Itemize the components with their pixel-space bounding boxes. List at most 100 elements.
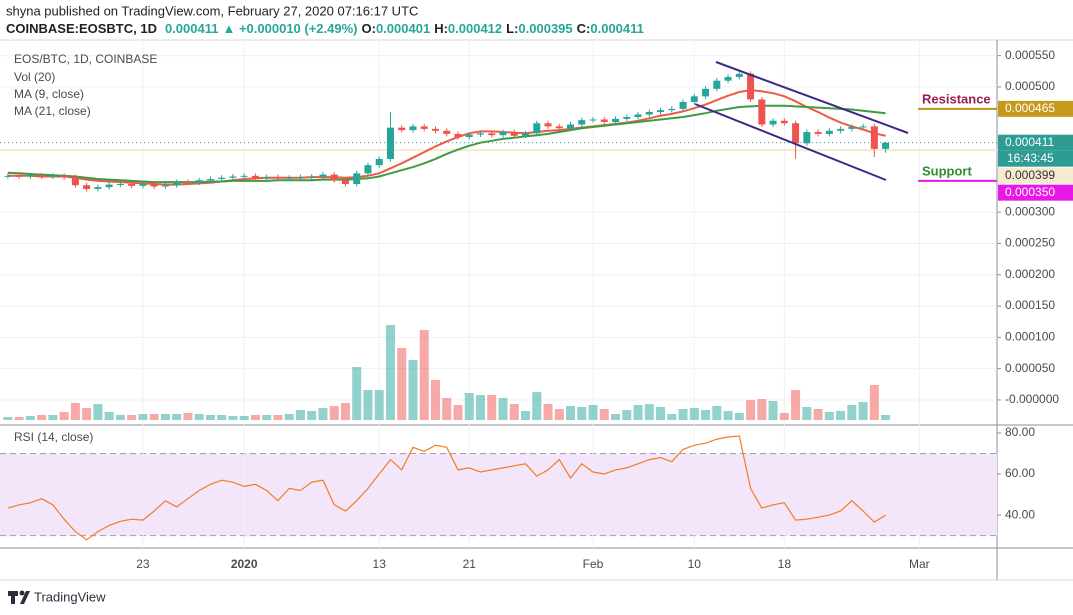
candle-body xyxy=(116,183,124,185)
candle-body xyxy=(386,127,394,159)
volume-bar xyxy=(228,416,238,420)
quote-line: COINBASE:EOSBTC, 1D 0.000411 ▲ +0.000010 (… xyxy=(6,21,644,36)
y-tick-label: 0.000200 xyxy=(1005,267,1055,281)
candle-body xyxy=(195,180,203,183)
candle-body xyxy=(623,117,631,119)
candle-body xyxy=(4,175,12,177)
x-tick-label: 23 xyxy=(136,557,150,571)
volume-bar xyxy=(59,412,69,420)
ma-legend: MA (21, close) xyxy=(14,104,91,118)
candle-body xyxy=(735,73,743,77)
ohlc-value: 0.000412 xyxy=(448,21,502,36)
volume-bar xyxy=(239,416,249,420)
volume-bar xyxy=(307,411,317,420)
volume-bar xyxy=(566,406,576,420)
volume-bar xyxy=(656,407,666,420)
ma-legend: MA (9, close) xyxy=(14,87,84,101)
candle-body xyxy=(330,174,338,181)
volume-bar xyxy=(802,407,812,420)
candle-body xyxy=(184,182,192,184)
byline: shyna published on TradingView.com, Febr… xyxy=(6,3,418,18)
volume-bar xyxy=(160,414,170,420)
volume-bar xyxy=(858,402,868,420)
volume-bar xyxy=(250,415,260,420)
volume-bar xyxy=(442,398,452,420)
level-label: Resistance xyxy=(922,91,991,106)
price-box-label: 0.000350 xyxy=(1005,185,1055,199)
x-tick-label: 18 xyxy=(778,557,792,571)
candle-body xyxy=(409,126,417,131)
volume-bar xyxy=(475,395,485,420)
candle-body xyxy=(375,158,383,166)
candle-body xyxy=(364,165,372,174)
volume-bar xyxy=(667,414,677,420)
volume-bar xyxy=(194,414,204,420)
volume-bar xyxy=(689,408,699,420)
candle-body xyxy=(353,173,361,184)
plot: 23 2020 13 21 Feb 10 18 Mar 0.000550 0.000500 0.00… xyxy=(0,40,1073,571)
candle-body xyxy=(465,134,473,138)
rsi-tick-label: 60.00 xyxy=(1005,466,1035,480)
y-tick-label: 0.000550 xyxy=(1005,48,1055,62)
candle-body xyxy=(49,175,57,177)
price-box-label: 0.000399 xyxy=(1005,168,1055,182)
ohlc-key: H: xyxy=(434,21,448,36)
last-price: 0.000411 xyxy=(165,21,219,36)
candle-body xyxy=(612,118,620,123)
volume-bar xyxy=(622,410,632,420)
candle-body xyxy=(398,127,406,131)
volume-bar xyxy=(295,410,305,420)
price-box xyxy=(998,100,1073,117)
volume-bar xyxy=(82,408,92,420)
x-tick-label: 13 xyxy=(373,557,387,571)
candle-body xyxy=(589,119,597,121)
volume-bar xyxy=(509,404,519,420)
candle-body xyxy=(15,175,23,177)
y-tick-label: 0.000300 xyxy=(1005,204,1055,218)
y-tick-label: 0.000050 xyxy=(1005,361,1055,375)
volume-bar xyxy=(217,415,227,420)
candle-body xyxy=(173,182,181,186)
candle-body xyxy=(544,123,552,127)
candle-body xyxy=(645,111,653,115)
candle-body xyxy=(139,183,147,186)
change: ▲ +0.000010 (+2.49%) xyxy=(222,21,357,36)
candle-body xyxy=(747,73,755,100)
rsi-line xyxy=(7,435,886,541)
volume-bar xyxy=(273,415,283,420)
volume-bar xyxy=(3,417,13,420)
volume-bar xyxy=(881,415,891,420)
volume-bar xyxy=(532,392,542,420)
volume-bar xyxy=(385,325,395,420)
price-box xyxy=(998,167,1073,184)
volume-legend: Vol (20) xyxy=(14,70,55,84)
volume-bar xyxy=(768,401,778,420)
candle-body xyxy=(296,177,304,179)
x-tick-label: 10 xyxy=(688,557,702,571)
candle-body xyxy=(859,126,867,128)
candle-body xyxy=(476,133,484,135)
volume-bar xyxy=(14,417,24,420)
volume-bar xyxy=(599,409,609,420)
candle-body xyxy=(443,130,451,134)
volume-bar xyxy=(487,395,497,420)
candle-body xyxy=(499,132,507,136)
candle-body xyxy=(780,120,788,124)
symbol-legend: EOS/BTC, 1D, COINBASE xyxy=(14,52,157,66)
volume-bar xyxy=(329,406,339,420)
candle-body xyxy=(206,178,214,181)
volume-bar xyxy=(397,348,407,420)
y-tick-label: -0.000000 xyxy=(1005,392,1059,406)
volume-bar xyxy=(48,415,58,420)
candle-body xyxy=(510,132,518,136)
candle-body xyxy=(38,175,46,177)
volume-bar xyxy=(284,414,294,420)
y-tick-label: 0.000150 xyxy=(1005,298,1055,312)
volume-bar xyxy=(611,414,621,420)
volume-bar xyxy=(138,414,148,420)
volume-bar xyxy=(374,390,384,420)
volume-bar xyxy=(318,408,328,420)
rsi-tick-label: 40.00 xyxy=(1005,507,1035,521)
volume-bar xyxy=(498,398,508,420)
volume-bar xyxy=(172,414,182,420)
